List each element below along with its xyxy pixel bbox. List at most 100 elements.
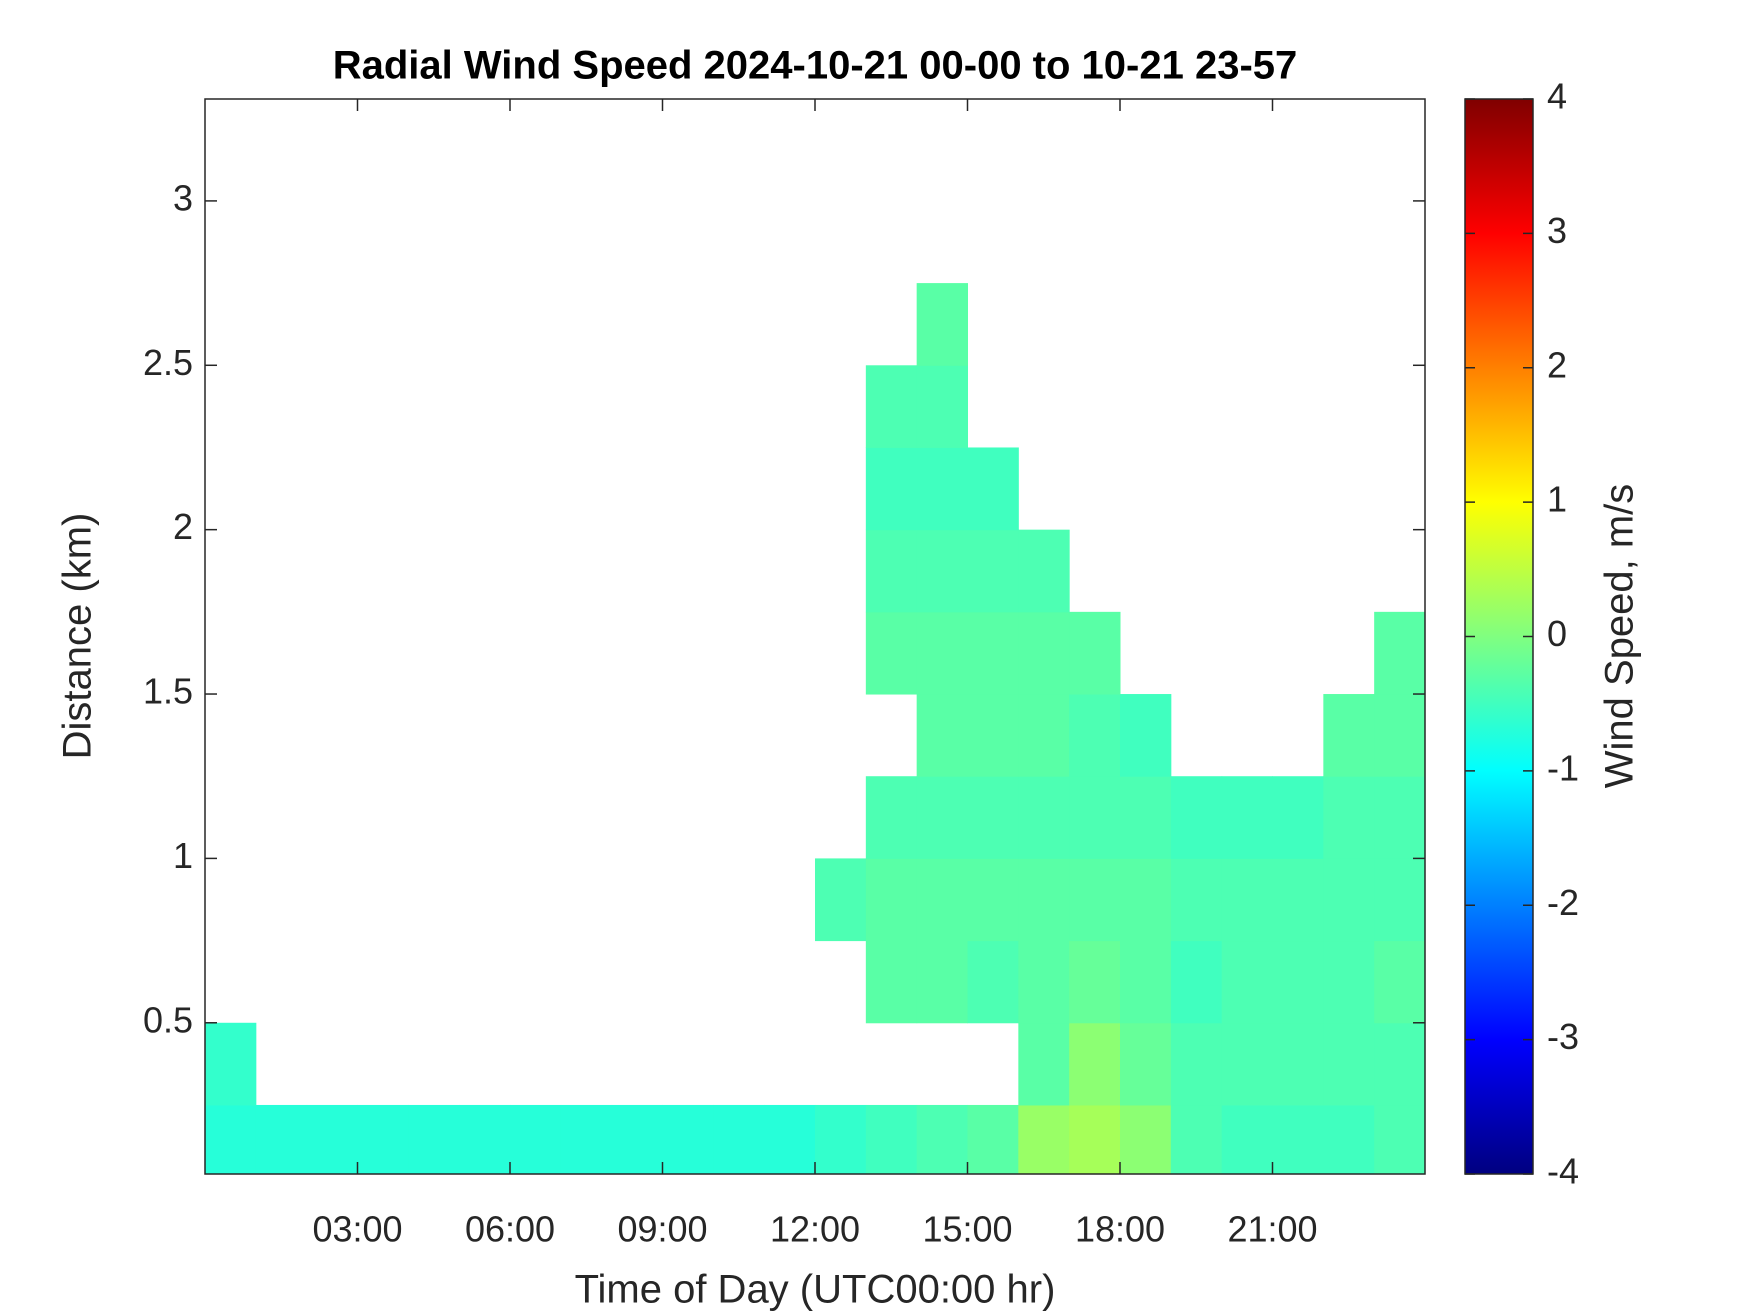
heatmap	[205, 283, 1425, 1174]
y-axis-label: Distance (km)	[56, 513, 100, 760]
heatmap-cell	[1018, 1022, 1070, 1106]
heatmap-cell	[1323, 1022, 1375, 1106]
heatmap-cell	[1069, 694, 1121, 777]
heatmap-cell	[967, 858, 1019, 942]
heatmap-cell	[1272, 940, 1324, 1024]
heatmap-cell	[1170, 858, 1223, 942]
heatmap-cell	[1069, 776, 1121, 859]
heatmap-cell	[1374, 1022, 1425, 1106]
heatmap-cell	[815, 858, 867, 942]
heatmap-cell	[916, 694, 968, 777]
heatmap-cell	[1221, 1104, 1273, 1174]
colorbar-tick-label: 2	[1547, 344, 1567, 385]
heatmap-cell	[205, 1104, 257, 1174]
heatmap-cell	[1323, 694, 1375, 777]
heatmap-cell	[1374, 858, 1425, 942]
colorbar-tick-label: 1	[1547, 479, 1567, 520]
heatmap-cell	[1170, 1104, 1223, 1174]
y-tick-label: 0.5	[143, 999, 193, 1040]
heatmap-cell	[1120, 940, 1172, 1024]
heatmap-cell	[306, 1104, 358, 1174]
y-tick-label: 1	[173, 835, 193, 876]
heatmap-cell	[865, 940, 918, 1024]
heatmap-cell	[1018, 529, 1070, 613]
heatmap-cell	[1323, 1104, 1375, 1174]
heatmap-cell	[865, 529, 918, 613]
heatmap-cell	[865, 365, 918, 448]
heatmap-cell	[205, 1022, 257, 1106]
heatmap-cell	[865, 776, 918, 859]
heatmap-cell	[1374, 940, 1425, 1024]
heatmap-cell	[916, 611, 968, 695]
heatmap-cell	[560, 1104, 613, 1174]
y-tick-label: 1.5	[143, 671, 193, 712]
heatmap-cell	[916, 365, 968, 448]
x-tick-label: 12:00	[770, 1209, 860, 1250]
heatmap-cell	[916, 940, 968, 1024]
colorbar-tick-label: -4	[1547, 1151, 1579, 1192]
heatmap-cell	[1018, 776, 1070, 859]
heatmap-cell	[865, 611, 918, 695]
heatmap-cell	[1272, 1104, 1324, 1174]
heatmap-cell	[967, 529, 1019, 613]
colorbar-tick-label: 3	[1547, 210, 1567, 251]
x-tick-label: 03:00	[312, 1209, 402, 1250]
y-tick-label: 2	[173, 506, 193, 547]
heatmap-cell	[1069, 1104, 1121, 1174]
heatmap-cell	[1323, 776, 1375, 859]
heatmap-cell	[1374, 776, 1425, 859]
heatmap-cell	[1170, 1022, 1223, 1106]
x-tick-label: 06:00	[465, 1209, 555, 1250]
heatmap-cell	[916, 858, 968, 942]
heatmap-cell	[1120, 1022, 1172, 1106]
heatmap-cell	[1221, 940, 1273, 1024]
colorbar-tick-label: -1	[1547, 747, 1579, 788]
colorbar-label: Wind Speed, m/s	[1598, 484, 1642, 789]
x-tick-label: 15:00	[922, 1209, 1012, 1250]
x-tick-label: 21:00	[1227, 1209, 1317, 1250]
heatmap-cell	[1018, 940, 1070, 1024]
heatmap-cell	[255, 1104, 308, 1174]
heatmap-cell	[1221, 858, 1273, 942]
heatmap-cell	[1272, 776, 1324, 859]
heatmap-cell	[865, 447, 918, 531]
heatmap-cell	[1018, 694, 1070, 777]
heatmap-cell	[1374, 1104, 1425, 1174]
heatmap-cell	[967, 447, 1019, 531]
heatmap-cell	[662, 1104, 714, 1174]
heatmap-cell	[1374, 611, 1425, 695]
heatmap-cell	[967, 611, 1019, 695]
colorbar-tick-label: -2	[1547, 882, 1579, 923]
heatmap-cell	[865, 1104, 918, 1174]
heatmap-cell	[459, 1104, 511, 1174]
heatmap-cell	[967, 940, 1019, 1024]
heatmap-cell	[815, 1104, 867, 1174]
chart-title: Radial Wind Speed 2024-10-21 00-00 to 10…	[333, 44, 1298, 88]
heatmap-cell	[1120, 694, 1172, 777]
heatmap-cell	[611, 1104, 663, 1174]
heatmap-cell	[1018, 611, 1070, 695]
heatmap-cell	[1069, 940, 1121, 1024]
heatmap-cell	[1323, 940, 1375, 1024]
heatmap-cell	[1069, 611, 1121, 695]
heatmap-cell	[1170, 776, 1223, 859]
colorbar-tick-label: 0	[1547, 613, 1567, 654]
heatmap-cell	[967, 694, 1019, 777]
heatmap-cell	[916, 283, 968, 366]
heatmap-cell	[713, 1104, 765, 1174]
heatmap-cell	[408, 1104, 460, 1174]
x-tick-label: 09:00	[617, 1209, 707, 1250]
heatmap-cell	[1272, 1022, 1324, 1106]
heatmap-cell	[1374, 694, 1425, 777]
heatmap-cell	[1221, 776, 1273, 859]
y-tick-label: 3	[173, 177, 193, 218]
heatmap-cell	[1120, 776, 1172, 859]
colorbar	[1464, 98, 1534, 1175]
heatmap-cell	[1272, 858, 1324, 942]
heatmap-cell	[1323, 858, 1375, 942]
heatmap-cell	[1018, 858, 1070, 942]
heatmap-cell	[357, 1104, 409, 1174]
heatmap-cell	[1120, 858, 1172, 942]
heatmap-cell	[1069, 1022, 1121, 1106]
